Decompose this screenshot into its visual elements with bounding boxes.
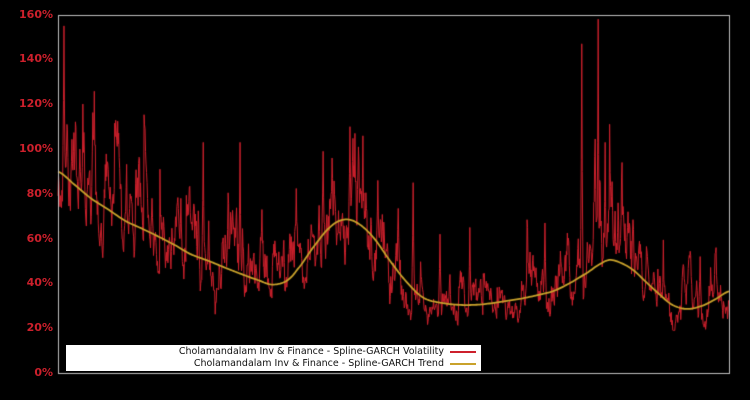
y-axis-tick-label: 60% [26,231,53,245]
legend-entry-volatility: Cholamandalam Inv & Finance - Spline-GAR… [66,346,481,358]
y-axis-tick-label: 160% [19,7,53,21]
y-axis-tick-label: 120% [19,97,53,111]
legend-entry-trend: Cholamandalam Inv & Finance - Spline-GAR… [66,358,481,370]
y-axis-tick-label: 80% [26,186,53,200]
chart-legend: Cholamandalam Inv & Finance - Spline-GAR… [65,344,482,372]
y-axis-tick-label: 0% [34,366,53,379]
y-axis-tick-label: 40% [26,276,53,290]
y-axis-tick-label: 100% [19,142,53,156]
legend-label-trend: Cholamandalam Inv & Finance - Spline-GAR… [193,358,444,369]
y-axis-tick-label: 140% [19,52,53,66]
y-axis-tick-label: 20% [26,321,53,335]
legend-line-sample-volatility [450,351,476,353]
legend-label-volatility: Cholamandalam Inv & Finance - Spline-GAR… [178,346,444,357]
legend-line-sample-trend [450,363,476,365]
